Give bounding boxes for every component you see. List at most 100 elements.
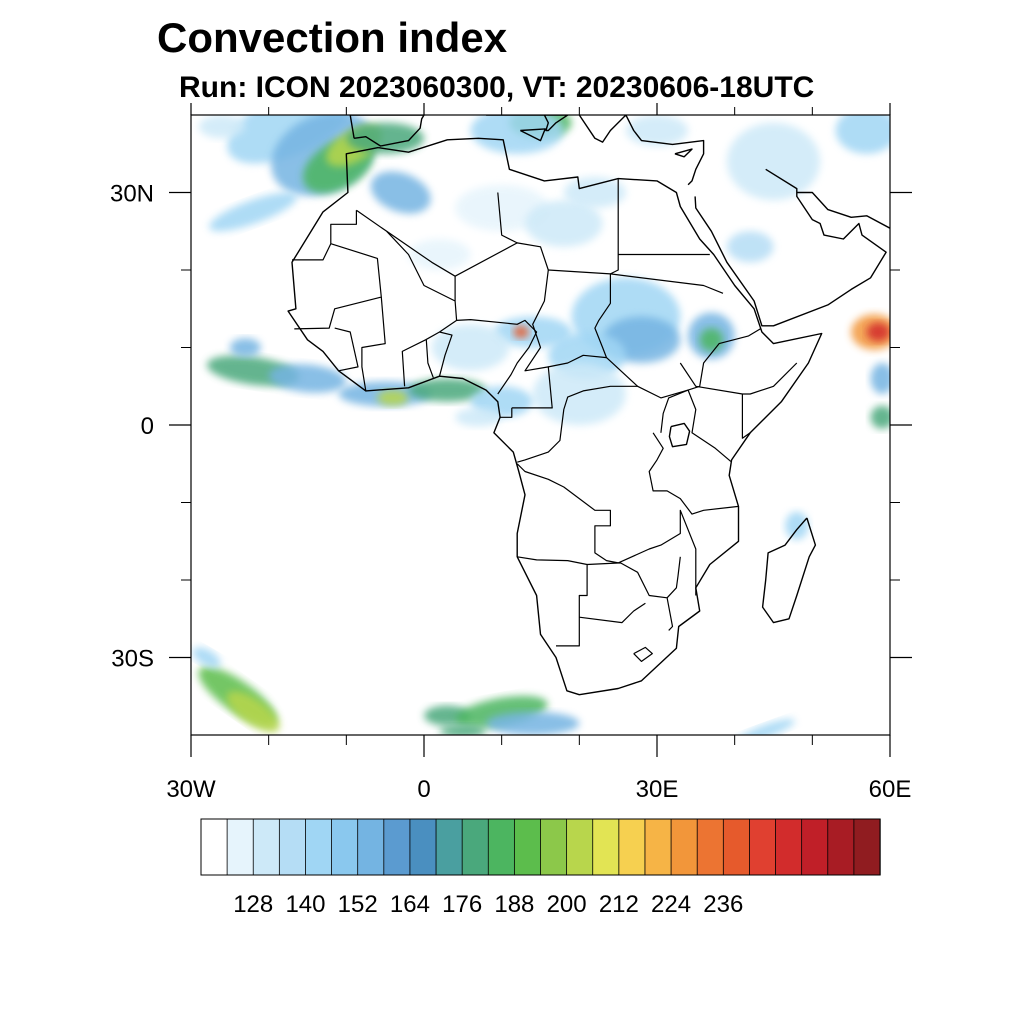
convection-cell	[455, 184, 549, 232]
convection-cell	[870, 405, 890, 429]
convection-cell	[431, 324, 510, 371]
country-border	[741, 394, 751, 439]
convection-cell	[227, 115, 357, 164]
colorbar-frame	[200, 818, 881, 876]
colorbar-label: 188	[494, 891, 534, 918]
coastline	[486, 115, 569, 132]
colorbar-swatch	[618, 818, 646, 876]
page-subtitle: Run: ICON 2023060300, VT: 20230606-18UTC	[179, 71, 815, 104]
convection-cell	[625, 115, 689, 146]
convection-cell	[736, 719, 796, 735]
country-border	[361, 297, 386, 391]
convection-cell	[268, 364, 347, 393]
colorbar-swatch	[775, 818, 803, 876]
lon-tick-label: 60E	[869, 776, 912, 803]
country-border	[356, 209, 458, 387]
coastline	[694, 168, 887, 327]
convection-cell	[726, 231, 774, 263]
colorbar-swatch	[383, 818, 411, 876]
country-border	[610, 273, 724, 294]
convection-cell	[439, 724, 487, 735]
coastline	[796, 191, 890, 229]
lon-tick-label: 30W	[166, 776, 216, 803]
colorbar-label: 236	[703, 891, 743, 918]
coastline	[349, 115, 425, 147]
convection-cell	[192, 647, 221, 668]
coastline	[761, 517, 817, 624]
colorbar-swatch	[749, 818, 777, 876]
colorbar-swatch	[278, 818, 307, 876]
country-border	[386, 230, 456, 302]
colorbar-swatch	[513, 818, 542, 876]
country-border	[548, 269, 611, 275]
country-border	[687, 389, 732, 462]
country-border	[633, 646, 653, 662]
colorbar-label: 200	[547, 891, 587, 918]
convection-cell	[408, 378, 487, 402]
colorbar-label: 152	[338, 891, 378, 918]
convection-cell	[198, 115, 246, 139]
country-border	[292, 210, 357, 261]
country-border	[587, 562, 674, 631]
colorbar-label: 212	[599, 891, 639, 918]
convection-cell	[513, 325, 529, 339]
colorbar-swatch	[409, 818, 437, 876]
convection-heatmap	[192, 115, 890, 735]
colorbar-label: 128	[233, 891, 273, 918]
country-border	[425, 339, 434, 378]
colorbar-swatch	[644, 818, 672, 876]
colorbar-swatch	[696, 818, 725, 876]
colorbar-swatch	[592, 818, 620, 876]
colorbar-swatch	[540, 818, 568, 876]
colorbar-label: 140	[285, 891, 325, 918]
country-border	[679, 362, 798, 395]
country-border	[517, 556, 588, 647]
country-border	[666, 556, 681, 599]
country-border	[497, 192, 518, 244]
country-border	[517, 385, 638, 463]
convection-cell	[866, 322, 890, 342]
lon-tick-label: 30E	[636, 776, 679, 803]
convection-cell	[408, 239, 471, 270]
country-border	[456, 319, 538, 395]
colorbar-swatch	[226, 818, 254, 876]
country-border	[660, 389, 689, 433]
colorbar-swatch	[722, 818, 751, 876]
convection-cell	[785, 511, 809, 540]
convection-cell	[229, 338, 261, 357]
country-border	[454, 242, 553, 409]
country-border	[516, 463, 697, 596]
country-border	[548, 354, 607, 368]
coastline	[578, 115, 705, 186]
lat-tick-label: 0	[141, 413, 154, 440]
colorbar-swatch	[331, 818, 359, 876]
colorbar-swatch	[827, 818, 855, 876]
lon-tick-label: 0	[417, 776, 430, 803]
latitude-axis: 30N 0 30S	[110, 181, 912, 673]
convection-cell	[524, 200, 603, 247]
convection-cell	[209, 192, 298, 232]
coastlines-and-borders	[287, 115, 890, 696]
convection-cell	[470, 115, 564, 154]
longitude-axis: 30W 0 30E 60E	[166, 103, 911, 803]
convection-cell	[699, 328, 724, 352]
colorbar-label: 164	[390, 891, 430, 918]
convection-cell	[226, 691, 280, 733]
colorbar-label: 224	[651, 891, 691, 918]
colorbar-swatch	[435, 818, 463, 876]
country-border	[500, 407, 513, 418]
country-border	[438, 331, 453, 377]
country-border	[294, 243, 382, 330]
colorbar-swatch	[357, 818, 385, 876]
page-title: Convection index	[157, 14, 508, 61]
convection-cell	[486, 711, 580, 735]
colorbar-swatch	[252, 818, 281, 876]
colorbar-swatch	[801, 818, 829, 876]
country-border	[334, 327, 359, 372]
colorbar-swatch	[853, 818, 881, 876]
colorbar-swatch	[305, 818, 333, 876]
coastline	[287, 137, 823, 696]
colorbar-swatch	[487, 818, 516, 876]
colorbar-swatch	[200, 818, 228, 876]
